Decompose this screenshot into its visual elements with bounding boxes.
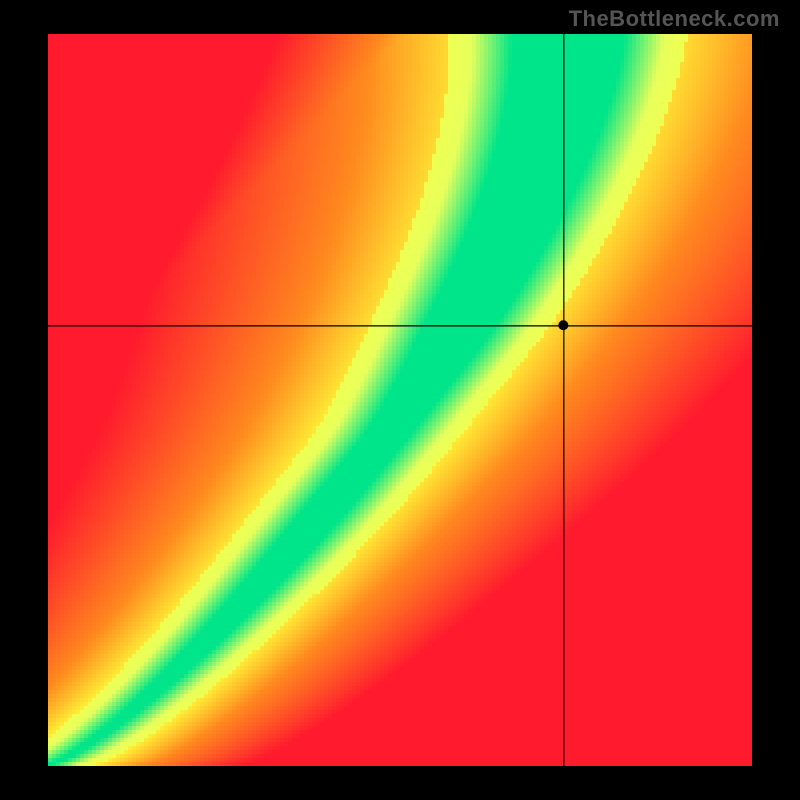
bottleneck-heatmap (48, 34, 752, 766)
watermark-text: TheBottleneck.com (569, 6, 780, 32)
stage: TheBottleneck.com (0, 0, 800, 800)
